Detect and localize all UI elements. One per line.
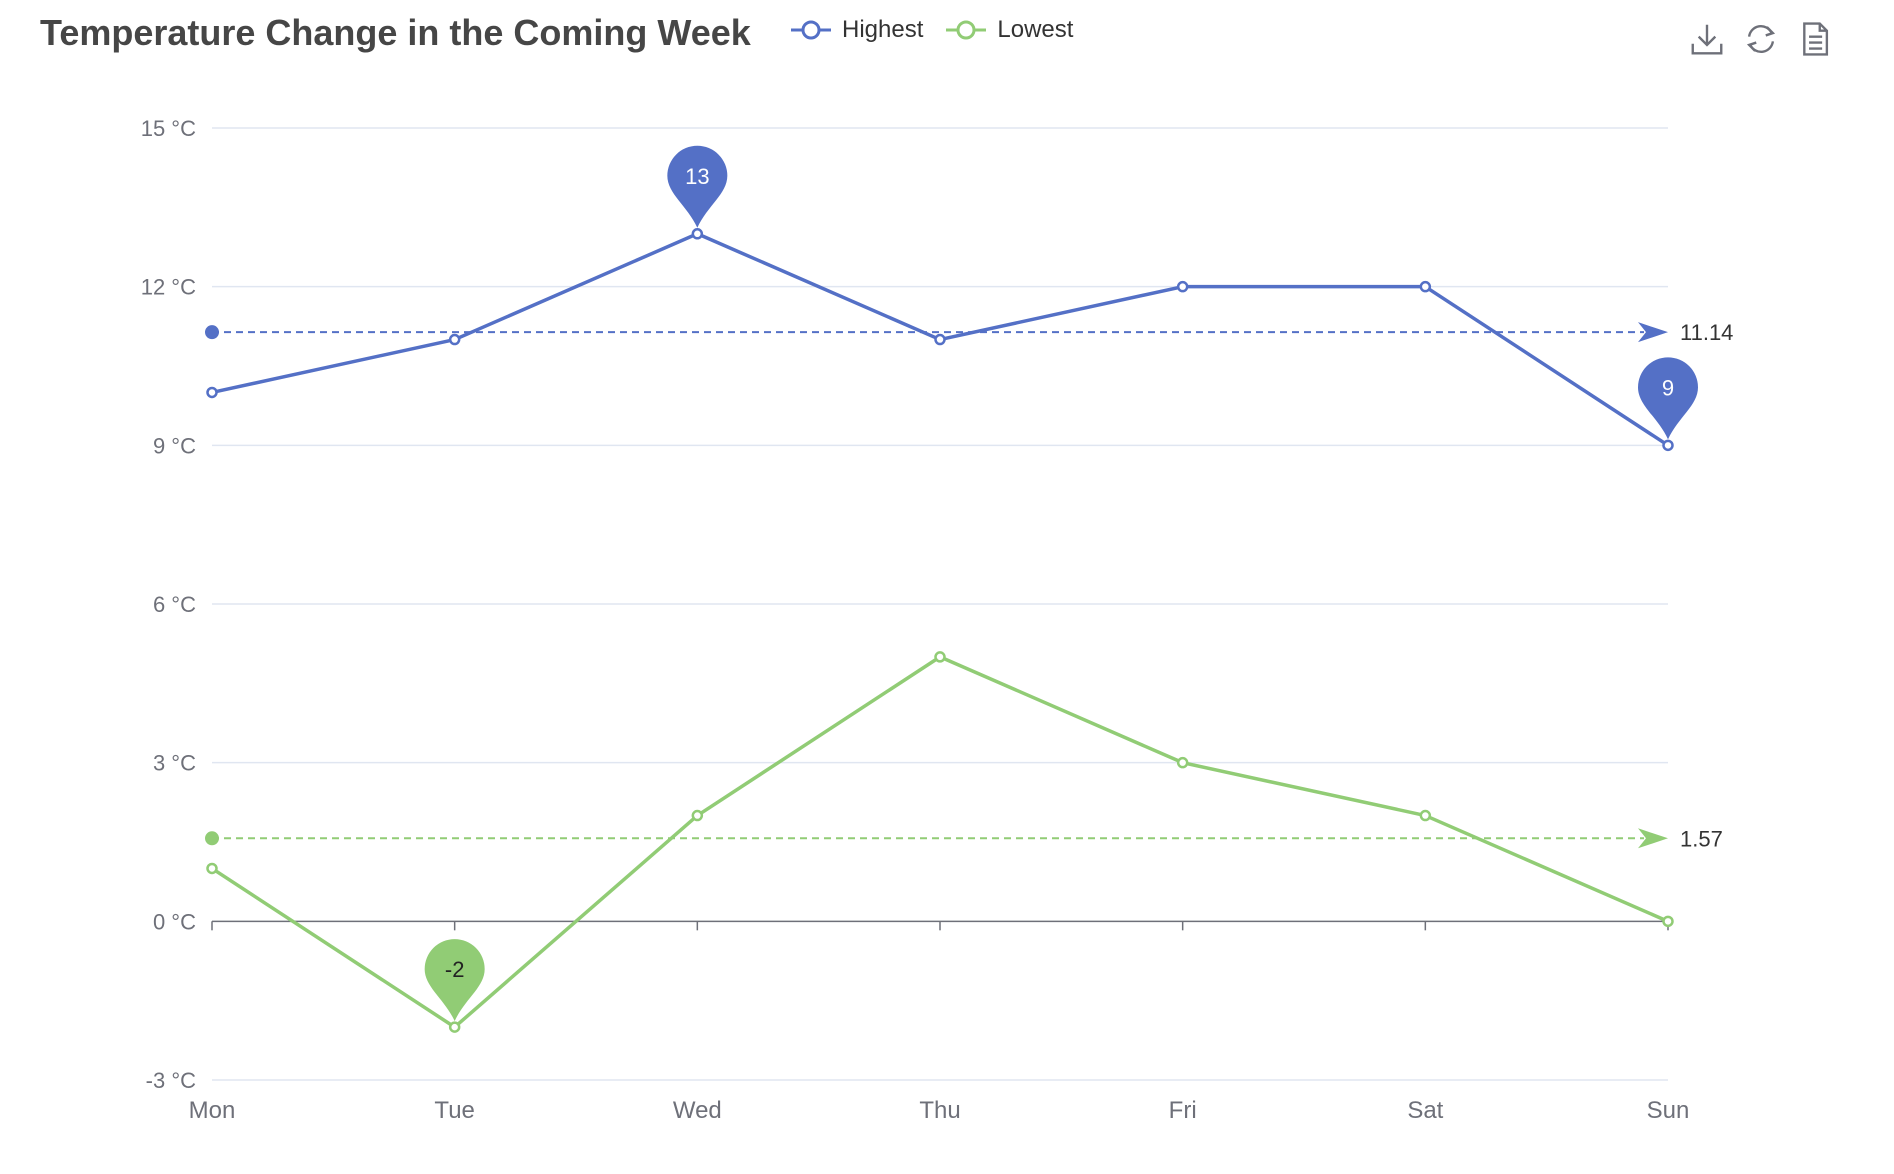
- y-tick-label: 9 °C: [153, 433, 196, 458]
- data-point-highest[interactable]: [448, 333, 461, 346]
- mark-point-pin-lowest[interactable]: [424, 939, 485, 1022]
- y-tick-label: 0 °C: [153, 909, 196, 934]
- y-tick-label: -3 °C: [146, 1068, 196, 1093]
- data-point-highest[interactable]: [206, 386, 218, 399]
- legend-symbol-highest: [791, 20, 831, 40]
- x-tick-label: Thu: [919, 1097, 960, 1124]
- mark-line-label-lowest: 1.57: [1680, 826, 1723, 851]
- y-tick-label: 6 °C: [153, 592, 196, 617]
- mark-point-pin-highest[interactable]: [1638, 357, 1698, 440]
- legend-item-highest[interactable]: Highest: [790, 16, 923, 44]
- legend: Highest Lowest: [790, 16, 1073, 44]
- mark-line-label-highest: 11.14: [1680, 320, 1733, 345]
- x-tick-label: Mon: [189, 1097, 236, 1124]
- data-view-icon[interactable]: [1796, 20, 1834, 58]
- x-tick-label: Wed: [673, 1097, 722, 1124]
- data-point-highest[interactable]: [1176, 280, 1189, 293]
- y-tick-label: 3 °C: [153, 751, 196, 776]
- x-tick-label: Fri: [1169, 1097, 1197, 1124]
- data-point-highest[interactable]: [1419, 280, 1432, 293]
- data-point-lowest[interactable]: [1419, 809, 1432, 822]
- data-point-highest[interactable]: [934, 333, 946, 346]
- legend-label-highest: Highest: [842, 16, 924, 43]
- chart-title: Temperature Change in the Coming Week: [40, 12, 751, 53]
- mark-line-arrow-highest: [1638, 322, 1668, 343]
- mark-line-arrow-lowest: [1638, 828, 1668, 849]
- mark-point-label-lowest: -2: [445, 957, 465, 982]
- y-tick-label: 12 °C: [141, 275, 196, 300]
- x-tick-label: Tue: [434, 1097, 474, 1124]
- y-tick-label: 15 °C: [141, 116, 196, 141]
- legend-item-lowest[interactable]: Lowest: [945, 16, 1073, 44]
- legend-symbol-lowest: [946, 20, 987, 40]
- mark-point-label-highest: 9: [1662, 375, 1674, 400]
- mark-point-pin-highest[interactable]: [667, 145, 728, 228]
- data-point-lowest[interactable]: [934, 651, 946, 663]
- download-icon[interactable]: [1688, 20, 1726, 58]
- legend-label-lowest: Lowest: [997, 16, 1074, 43]
- data-point-highest[interactable]: [691, 228, 704, 240]
- x-tick-label: Sat: [1407, 1097, 1443, 1124]
- data-point-lowest[interactable]: [1176, 756, 1189, 769]
- data-point-lowest[interactable]: [1662, 915, 1674, 928]
- toolbox: [1688, 20, 1834, 58]
- data-point-highest[interactable]: [1662, 439, 1674, 452]
- refresh-icon[interactable]: [1742, 20, 1780, 58]
- x-tick-label: Sun: [1647, 1097, 1690, 1124]
- mark-point-label-highest: 13: [685, 164, 709, 189]
- data-point-lowest[interactable]: [691, 809, 704, 822]
- data-point-lowest[interactable]: [448, 1021, 461, 1033]
- data-point-lowest[interactable]: [206, 862, 218, 875]
